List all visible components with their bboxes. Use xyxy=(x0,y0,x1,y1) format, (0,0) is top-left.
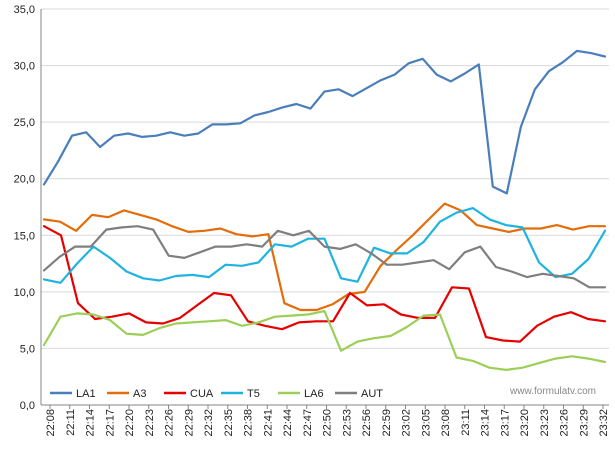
watermark-text: www.formulatv.com xyxy=(509,386,596,397)
x-tick-label: 22:29 xyxy=(183,409,195,437)
legend-label-aut: AUT xyxy=(361,388,383,400)
y-tick-label: 20,0 xyxy=(14,174,35,186)
x-tick-label: 22:17 xyxy=(104,409,116,437)
x-tick-labels: 22:08 22:11 22:14 22:17 22:20 22:23 22:26 22:29… xyxy=(45,409,610,437)
x-tick-label: 22:41 xyxy=(262,409,274,437)
x-tick-label: 22:08 xyxy=(45,409,57,437)
y-tick-label: 10,0 xyxy=(14,287,35,299)
series-line-aut xyxy=(42,225,607,289)
x-tick-label: 23:14 xyxy=(480,409,492,437)
x-tick-label: 23:32 xyxy=(598,409,610,437)
x-tick-label: 22:20 xyxy=(124,409,136,437)
legend-label-la1: LA1 xyxy=(76,388,96,400)
x-tick-label: 23:08 xyxy=(440,409,452,437)
x-tick-label: 23:26 xyxy=(559,409,571,437)
x-tick-label: 22:11 xyxy=(65,409,77,436)
x-tick-label: 23:05 xyxy=(420,409,432,437)
y-tick-label: 25,0 xyxy=(14,117,35,129)
series-lines xyxy=(42,49,607,371)
x-tick-label: 22:14 xyxy=(85,409,97,437)
series-line-cua xyxy=(42,225,607,343)
x-tick-label: 23:17 xyxy=(499,409,511,437)
x-tick-label: 22:32 xyxy=(203,409,215,437)
y-tick-label: 35,0 xyxy=(14,4,35,16)
y-tick-label: 0,0 xyxy=(20,400,35,412)
x-tick-label: 22:35 xyxy=(223,409,235,437)
x-tick-label: 22:23 xyxy=(144,409,156,437)
x-tick-label: 22:47 xyxy=(302,409,314,437)
legend-label-a3: A3 xyxy=(133,388,146,400)
x-tick-label: 22:53 xyxy=(341,409,353,437)
y-tick-label: 5,0 xyxy=(20,343,35,355)
y-tick-labels: 0,0 5,0 10,0 15,0 20,0 25,0 30,0 35,0 xyxy=(14,4,35,412)
y-tick-label: 15,0 xyxy=(14,230,35,242)
gridlines xyxy=(41,8,609,406)
x-tick-label: 22:56 xyxy=(361,409,373,437)
legend-label-la6: LA6 xyxy=(304,388,324,400)
x-tick-label: 22:26 xyxy=(164,409,176,437)
series-line-la6 xyxy=(42,310,607,371)
x-tick-label: 23:29 xyxy=(578,409,590,437)
x-tick-label: 23:11 xyxy=(460,409,472,436)
y-tick-label: 30,0 xyxy=(14,61,35,73)
legend-label-t5: T5 xyxy=(247,388,260,400)
series-line-a3 xyxy=(42,202,607,312)
axes xyxy=(40,9,609,409)
legend: LA1 A3 CUA T5 LA6 AUT xyxy=(50,388,383,400)
x-tick-label: 23:02 xyxy=(401,409,413,437)
series-line-la1 xyxy=(42,49,607,195)
legend-label-cua: CUA xyxy=(190,388,214,400)
x-tick-label: 23:23 xyxy=(539,409,551,437)
x-tick-label: 22:38 xyxy=(243,409,255,437)
x-tick-label: 22:59 xyxy=(381,409,393,437)
x-tick-label: 22:44 xyxy=(282,409,294,437)
x-tick-label: 22:50 xyxy=(322,409,334,437)
x-tick-label: 23:20 xyxy=(519,409,531,437)
series-line-t5 xyxy=(42,207,607,284)
